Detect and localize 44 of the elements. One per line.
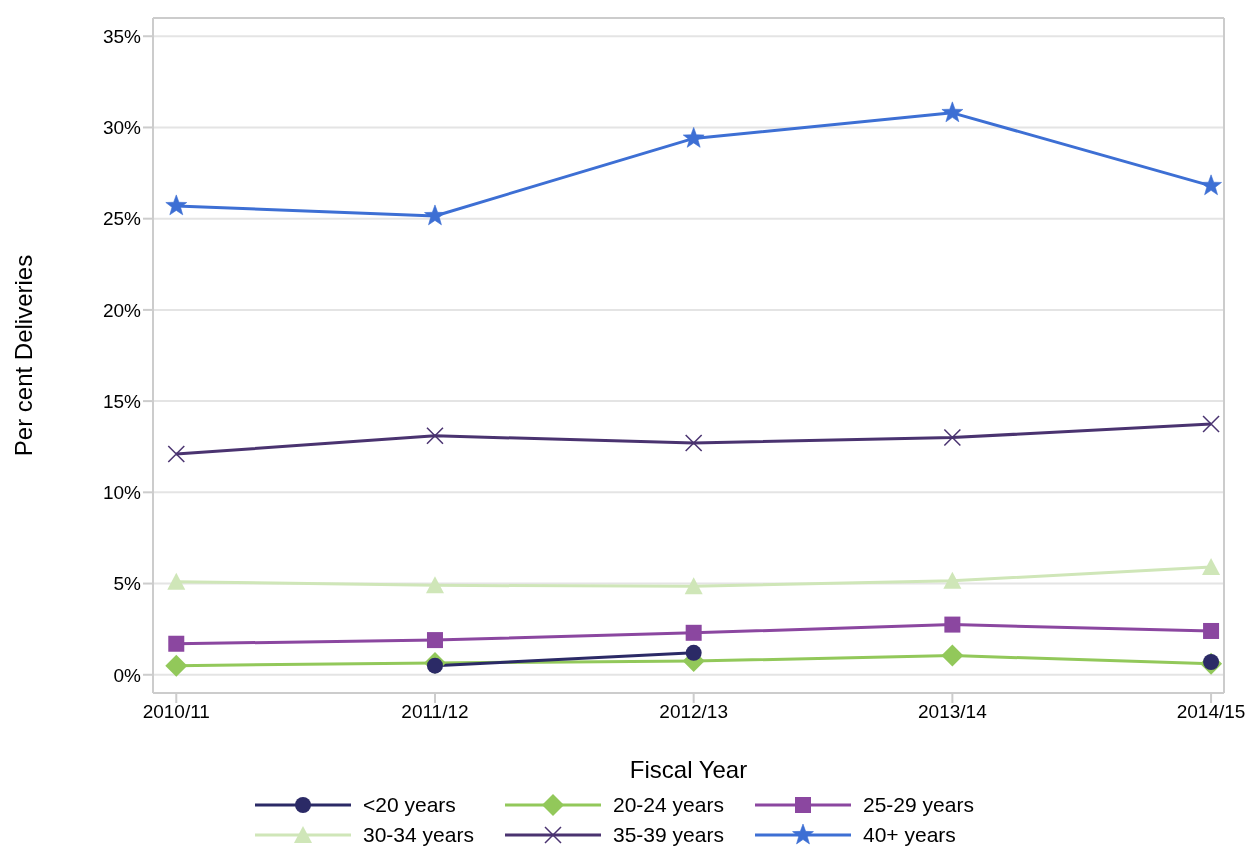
point <box>1202 558 1221 576</box>
point <box>943 571 962 589</box>
y-axis-title: Per cent Deliveries <box>9 254 37 457</box>
x-tick-label: 2011/12 <box>401 701 469 723</box>
legend-label: 20-24 years <box>613 792 724 818</box>
y-tick-label: 10% <box>102 482 142 504</box>
point <box>685 644 702 661</box>
point <box>685 624 702 641</box>
y-tick-label: 30% <box>102 117 142 139</box>
point <box>943 428 962 447</box>
point <box>426 427 444 445</box>
point <box>168 635 185 652</box>
point <box>426 632 443 649</box>
point <box>165 654 188 677</box>
point <box>941 644 964 667</box>
point <box>1200 174 1222 196</box>
point <box>944 616 961 633</box>
point <box>167 572 186 590</box>
point <box>684 434 703 452</box>
x-axis-title: Fiscal Year <box>629 756 748 783</box>
x-tick-label: 2013/14 <box>918 701 988 723</box>
y-tick-label: 15% <box>102 390 142 412</box>
y-tick-label: 25% <box>102 208 142 230</box>
legend-label: 40+ years <box>863 822 956 848</box>
x-tick-label: 2010/11 <box>142 701 210 723</box>
point <box>684 577 703 595</box>
point <box>424 204 446 226</box>
legend-label: 30-34 years <box>363 822 474 848</box>
point <box>425 576 444 594</box>
legend-label: <20 years <box>363 792 456 818</box>
y-tick-label: 0% <box>113 664 142 686</box>
point <box>165 194 188 216</box>
y-tick-label: 5% <box>113 573 142 595</box>
point <box>682 127 705 148</box>
point <box>1202 415 1220 433</box>
y-tick-label: 20% <box>102 299 142 321</box>
y-tick-label: 35% <box>102 25 142 47</box>
point <box>941 101 964 123</box>
legend-label: 35-39 years <box>613 822 724 848</box>
legend-label: 25-29 years <box>863 792 974 818</box>
point <box>1203 622 1220 639</box>
x-tick-label: 2014/15 <box>1176 701 1246 723</box>
point <box>167 445 186 463</box>
x-tick-label: 2012/13 <box>659 701 729 723</box>
